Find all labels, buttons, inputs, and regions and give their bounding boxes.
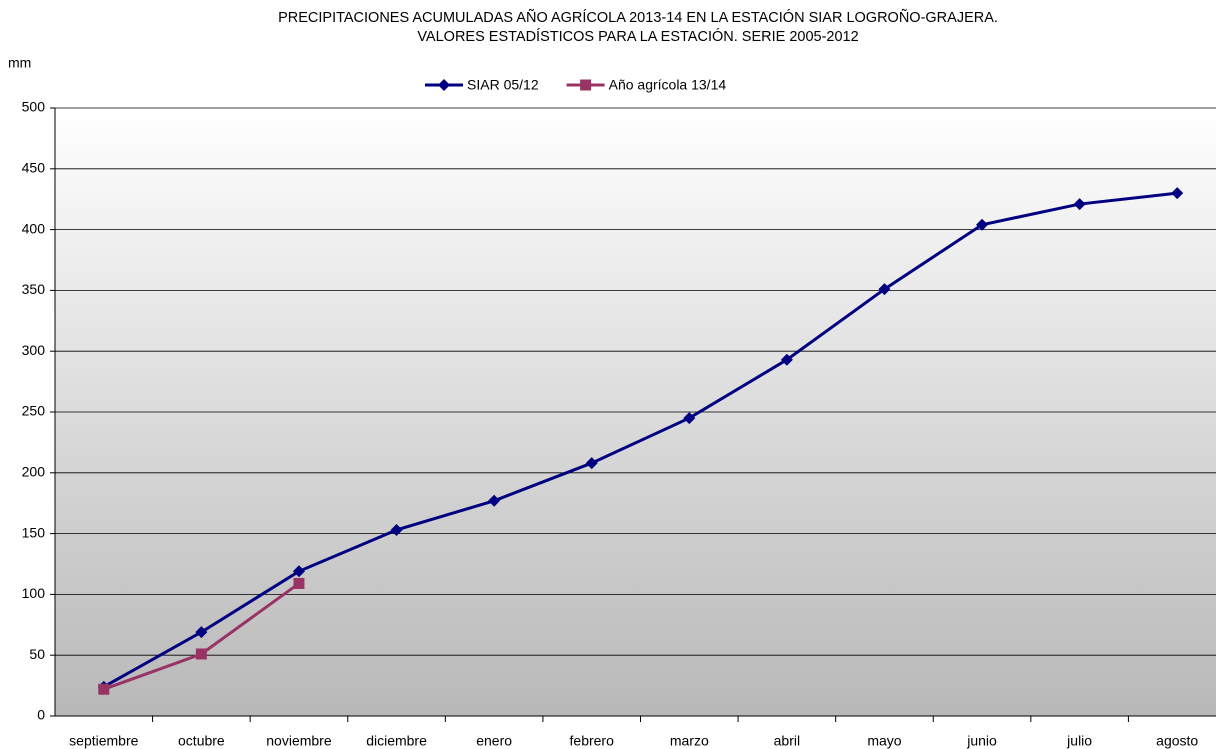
point bbox=[195, 648, 207, 660]
point bbox=[580, 79, 592, 91]
point bbox=[878, 283, 891, 296]
y-tick-label: 50 bbox=[29, 646, 45, 662]
y-tick-label: 200 bbox=[22, 464, 46, 480]
point bbox=[683, 412, 696, 425]
x-tick-label: octubre bbox=[178, 733, 225, 749]
series-line bbox=[103, 191, 1178, 689]
point bbox=[976, 218, 989, 231]
y-tick-label: 100 bbox=[22, 585, 46, 601]
x-tick-label: marzo bbox=[670, 733, 709, 749]
x-tick-label: abril bbox=[774, 733, 800, 749]
point bbox=[195, 626, 208, 639]
x-tick-label: mayo bbox=[867, 733, 901, 749]
point bbox=[1171, 187, 1184, 200]
x-tick-label: julio bbox=[1066, 733, 1092, 749]
x-tick-label: agosto bbox=[1156, 733, 1198, 749]
chart-title: VALORES ESTADÍSTICOS PARA LA ESTACIÓN. S… bbox=[417, 28, 858, 45]
x-tick-label: diciembre bbox=[366, 733, 427, 749]
point bbox=[488, 494, 501, 507]
y-tick-label: 350 bbox=[22, 281, 46, 297]
point bbox=[780, 353, 793, 366]
legend-label: Año agrícola 13/14 bbox=[609, 77, 727, 93]
x-tick-label: enero bbox=[476, 733, 512, 749]
point bbox=[585, 457, 598, 470]
point bbox=[98, 683, 110, 695]
y-tick-label: 500 bbox=[22, 99, 46, 115]
point bbox=[390, 523, 403, 536]
y-axis-label: mm bbox=[8, 55, 31, 71]
chart-title: PRECIPITACIONES ACUMULADAS AÑO AGRÍCOLA … bbox=[278, 9, 998, 26]
y-tick-label: 450 bbox=[22, 160, 46, 176]
y-tick-label: 300 bbox=[22, 342, 46, 358]
point bbox=[438, 79, 450, 91]
y-tick-label: 150 bbox=[22, 524, 46, 540]
legend-label: SIAR 05/12 bbox=[467, 77, 539, 93]
point bbox=[293, 577, 305, 589]
y-tick-label: 250 bbox=[22, 403, 46, 419]
x-tick-label: septiembre bbox=[69, 733, 138, 749]
point bbox=[1073, 198, 1086, 211]
x-tick-label: febrero bbox=[570, 733, 615, 749]
x-tick-label: noviembre bbox=[266, 733, 332, 749]
point bbox=[292, 565, 305, 578]
y-tick-label: 0 bbox=[37, 707, 45, 723]
x-tick-label: junio bbox=[966, 733, 997, 749]
y-tick-label: 400 bbox=[22, 220, 46, 236]
